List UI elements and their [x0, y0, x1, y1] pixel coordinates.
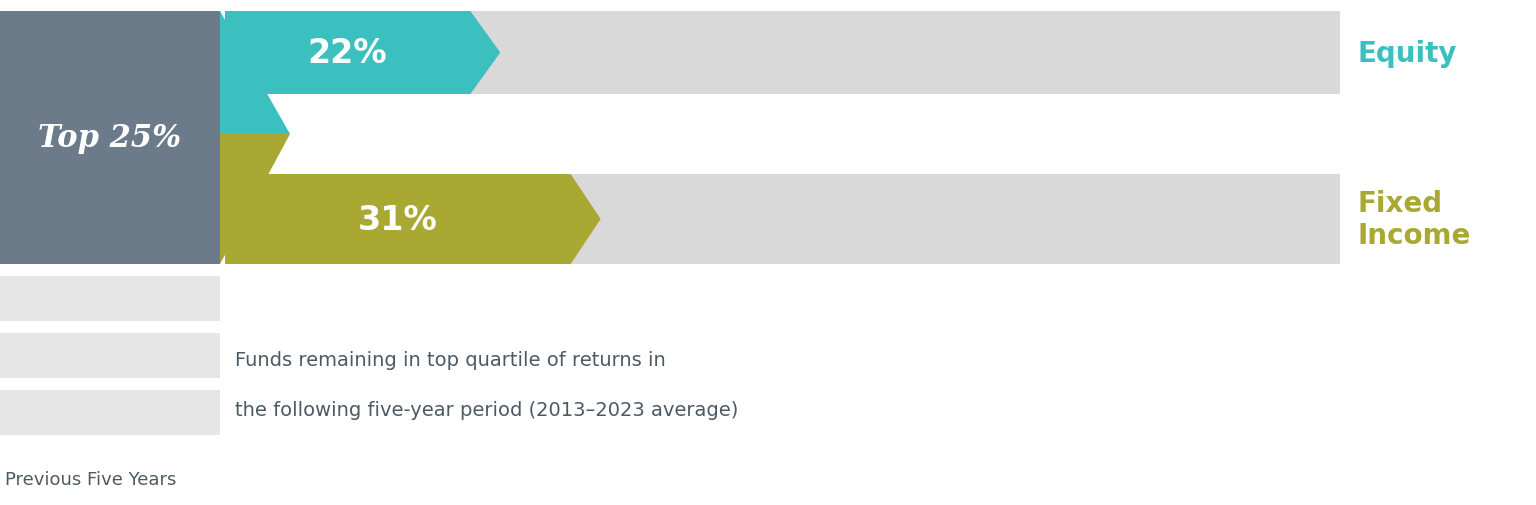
- Text: Income: Income: [1358, 222, 1471, 249]
- Text: Fixed: Fixed: [1358, 189, 1444, 218]
- Polygon shape: [224, 175, 601, 265]
- Polygon shape: [220, 12, 290, 135]
- Text: 22%: 22%: [307, 37, 387, 70]
- Text: the following five-year period (2013–2023 average): the following five-year period (2013–202…: [235, 400, 739, 419]
- Bar: [0, 12, 220, 265]
- Text: Funds remaining in top quartile of returns in: Funds remaining in top quartile of retur…: [235, 350, 665, 369]
- Bar: [0, 333, 220, 378]
- Bar: [0, 390, 220, 435]
- Polygon shape: [224, 12, 501, 95]
- Bar: [224, 12, 1339, 95]
- Text: Previous Five Years: Previous Five Years: [5, 470, 177, 488]
- Polygon shape: [220, 135, 290, 265]
- Bar: [224, 175, 1339, 265]
- Bar: [0, 276, 220, 321]
- Text: 31%: 31%: [358, 203, 438, 236]
- Text: Top 25%: Top 25%: [38, 123, 181, 154]
- Text: Equity: Equity: [1358, 39, 1458, 67]
